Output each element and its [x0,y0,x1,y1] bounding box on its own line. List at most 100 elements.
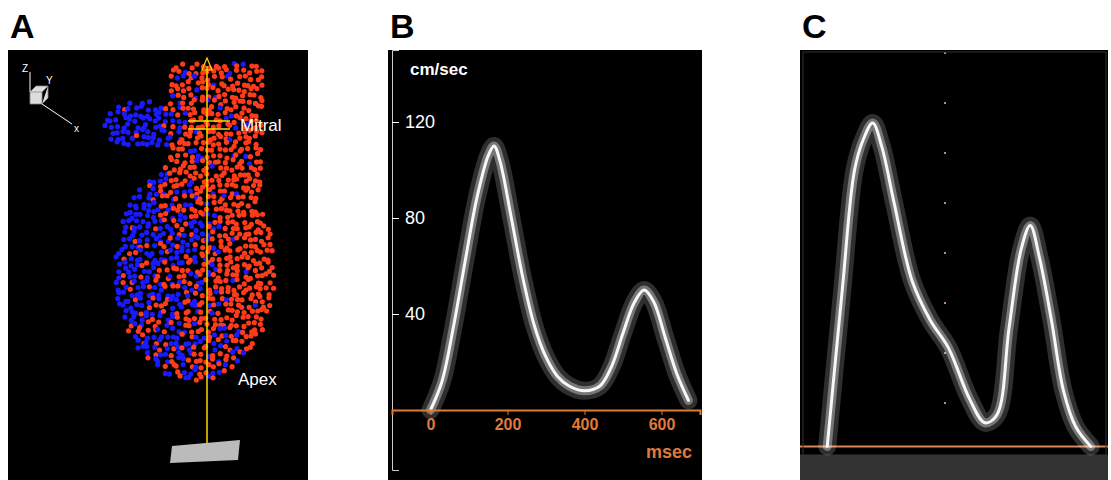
point-cloud-dot [170,314,175,319]
point-cloud-dot [157,348,162,353]
point-cloud-dot [158,352,163,357]
point-cloud-dot [254,69,259,74]
point-cloud-dot [234,277,239,282]
point-cloud-dot [215,88,220,93]
point-cloud-dot [215,311,220,316]
y-tick-label: 40 [405,304,425,324]
point-cloud-dot [227,248,232,253]
point-cloud-dot [163,352,168,357]
point-cloud-dot [164,142,169,147]
point-cloud-dot [144,344,149,349]
point-cloud-dot [139,263,144,268]
x-tick-mark [662,410,663,415]
point-cloud-dot [135,141,140,146]
point-cloud-dot [141,115,146,120]
scale-dot [944,152,946,154]
point-cloud-dot [212,213,217,218]
point-cloud-dot [147,99,152,104]
point-cloud-dot [170,306,175,311]
point-cloud-dot [220,74,225,79]
point-cloud-dot [174,189,179,194]
point-cloud-dot [216,337,221,342]
point-cloud-dot [221,193,226,198]
point-cloud-dot [217,233,222,238]
point-cloud-dot [174,223,179,228]
point-cloud-dot [125,121,130,126]
point-cloud-dot [219,317,224,322]
point-cloud-dot [212,347,217,352]
point-cloud-dot [240,93,245,98]
figure: MitralApexZYxA40801200200400600cm/secmse… [0,0,1111,480]
panel-1: 40801200200400600cm/secmsec [388,50,702,480]
point-cloud-dot [192,316,197,321]
point-cloud-dot [198,115,203,120]
point-cloud-dot [170,118,175,123]
point-cloud-dot [218,351,223,356]
point-cloud-dot [211,341,216,346]
point-cloud-dot [185,309,190,314]
point-cloud-dot [235,226,240,231]
point-cloud-dot [122,314,127,319]
point-cloud-dot [182,370,187,375]
point-cloud-dot [157,337,162,342]
point-cloud-dot [180,106,185,111]
point-cloud-dot [136,338,141,343]
point-cloud-dot [170,283,175,288]
point-cloud-dot [157,313,162,318]
point-cloud-dot [137,325,142,330]
point-cloud-dot [149,140,154,145]
point-cloud-dot [186,260,191,265]
point-cloud-dot [254,86,259,91]
point-cloud-dot [154,302,159,307]
point-cloud-dot [233,139,238,144]
point-cloud-dot [223,202,228,207]
point-cloud-dot [169,353,174,358]
point-cloud-dot [132,267,137,272]
point-cloud-dot [214,173,219,178]
point-cloud-dot [114,280,119,285]
point-cloud-dot [143,122,148,127]
point-cloud-dot [190,193,195,198]
point-cloud-dot [145,129,150,134]
point-cloud-dot [173,196,178,201]
point-cloud-dot [234,221,239,226]
point-cloud-dot [253,237,258,242]
point-cloud-dot [140,332,145,337]
point-cloud-dot [171,218,176,223]
point-cloud-dot [224,155,229,160]
point-cloud-dot [162,284,167,289]
point-cloud-dot [186,106,191,111]
point-cloud-dot [247,100,252,105]
point-cloud-dot [197,302,202,307]
point-cloud-dot [192,110,197,115]
point-cloud-dot [160,193,165,198]
point-cloud-dot [183,202,188,207]
point-cloud-dot [233,104,238,109]
point-cloud-dot [144,260,149,265]
point-cloud-dot [251,92,256,97]
point-cloud-dot [161,309,166,314]
point-cloud-dot [168,320,173,325]
point-cloud-dot [125,106,130,111]
point-cloud-dot [218,105,223,110]
point-cloud-dot [246,314,251,319]
point-cloud-dot [271,286,276,291]
point-cloud-dot [212,97,217,102]
point-cloud-dot [132,273,137,278]
point-cloud-dot [133,112,138,117]
point-cloud-dot [214,207,219,212]
point-cloud-dot [258,166,263,171]
point-cloud-dot [169,111,174,116]
doppler-envelope [431,146,689,410]
point-cloud-dot [155,261,160,266]
point-cloud-dot [200,85,205,90]
point-cloud-dot [218,134,223,139]
point-cloud-dot [258,230,263,235]
point-cloud-dot [261,223,266,228]
point-cloud-dot [210,370,215,375]
point-cloud-dot [231,120,236,125]
point-cloud-dot [223,362,228,367]
point-cloud-dot [187,182,192,187]
point-cloud-dot [144,278,149,283]
point-cloud-dot [163,301,168,306]
